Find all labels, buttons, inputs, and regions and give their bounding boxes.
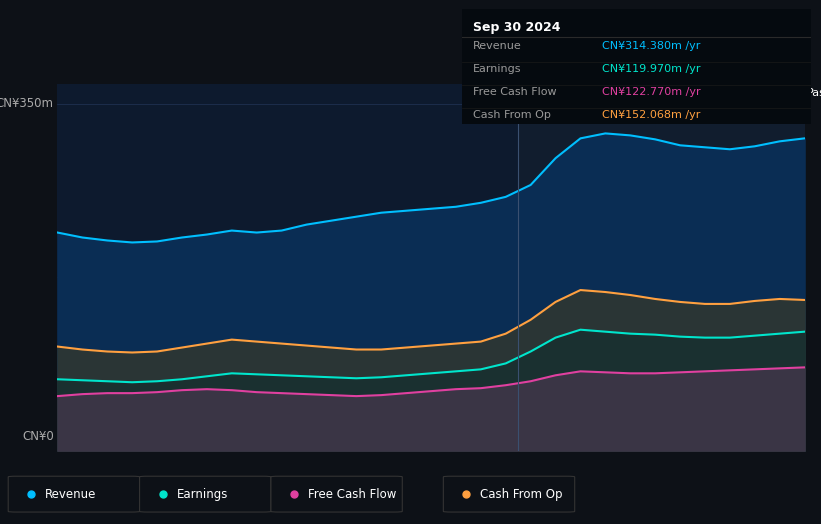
Text: Free Cash Flow: Free Cash Flow: [308, 488, 397, 500]
Text: CN¥119.970m /yr: CN¥119.970m /yr: [602, 64, 700, 74]
Text: CN¥0: CN¥0: [22, 430, 53, 443]
Text: Earnings: Earnings: [177, 488, 228, 500]
Text: Past: Past: [807, 88, 821, 97]
FancyBboxPatch shape: [271, 476, 402, 512]
Text: Cash From Op: Cash From Op: [480, 488, 562, 500]
Text: CN¥350m: CN¥350m: [0, 97, 53, 110]
FancyBboxPatch shape: [443, 476, 575, 512]
Text: CN¥314.380m /yr: CN¥314.380m /yr: [602, 41, 700, 51]
FancyBboxPatch shape: [8, 476, 140, 512]
Text: Cash From Op: Cash From Op: [473, 110, 551, 120]
Text: 2023: 2023: [415, 465, 447, 478]
Text: Revenue: Revenue: [473, 41, 521, 51]
Text: CN¥152.068m /yr: CN¥152.068m /yr: [602, 110, 700, 120]
Text: Earnings: Earnings: [473, 64, 521, 74]
Bar: [518, 84, 817, 451]
Text: CN¥122.770m /yr: CN¥122.770m /yr: [602, 87, 700, 97]
Text: Revenue: Revenue: [45, 488, 97, 500]
FancyBboxPatch shape: [140, 476, 271, 512]
Text: Free Cash Flow: Free Cash Flow: [473, 87, 557, 97]
Text: 2022: 2022: [166, 465, 198, 478]
Text: 2024: 2024: [664, 465, 696, 478]
Text: Sep 30 2024: Sep 30 2024: [473, 21, 560, 34]
